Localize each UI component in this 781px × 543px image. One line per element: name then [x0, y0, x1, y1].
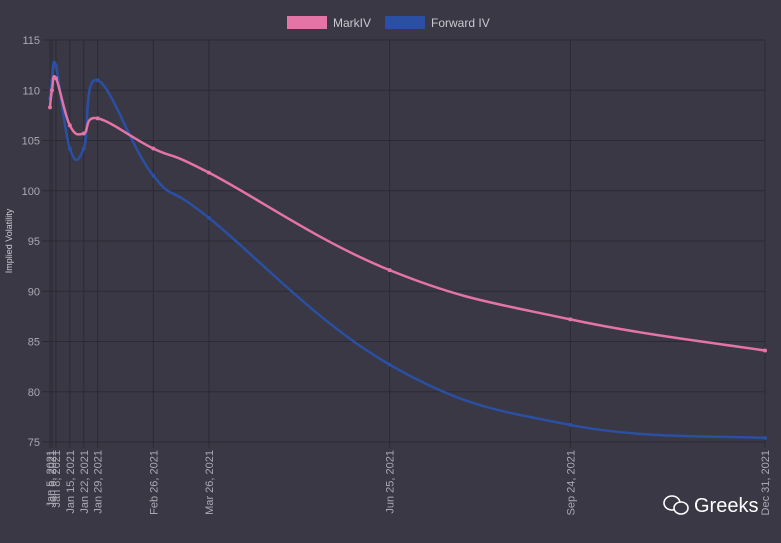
- x-tick-label: Dec 31, 2021: [760, 450, 772, 515]
- x-tick-label: Jan 22, 2021: [79, 450, 91, 514]
- y-tick-label: 85: [28, 337, 40, 349]
- data-point: [53, 64, 58, 69]
- y-tick-label: 115: [22, 35, 40, 47]
- data-point: [763, 435, 767, 440]
- data-point: [95, 78, 100, 83]
- y-tick-label: 105: [22, 136, 40, 148]
- y-tick-label: 95: [28, 236, 40, 248]
- data-point: [53, 76, 58, 81]
- y-tick-label: 75: [28, 437, 40, 449]
- data-point: [151, 173, 156, 178]
- x-tick-label: Jan 29, 2021: [93, 450, 105, 514]
- data-point: [67, 146, 72, 151]
- x-tick-label: Sep 24, 2021: [565, 450, 577, 515]
- watermark-text: Greeks: [694, 495, 758, 517]
- data-point: [67, 123, 72, 128]
- data-point: [763, 348, 767, 353]
- x-tick-label: Jan 8, 2021: [51, 450, 63, 508]
- data-point: [48, 105, 52, 110]
- x-tick-label: Jan 6, 2021: [47, 450, 59, 508]
- x-tick-label: Jan 15, 2021: [65, 450, 77, 514]
- y-tick-label: 80: [28, 387, 40, 399]
- data-point: [387, 362, 392, 367]
- legend-label: Forward IV: [431, 16, 490, 30]
- data-point: [49, 88, 54, 93]
- data-point: [151, 146, 156, 151]
- data-point: [568, 422, 573, 427]
- x-tick-label: Feb 26, 2021: [148, 450, 160, 515]
- legend-swatch: [287, 16, 327, 29]
- legend-swatch: [385, 16, 426, 29]
- x-tick-label: Jan 5, 2021: [45, 450, 57, 508]
- y-axis-title: Implied Volatility: [4, 208, 14, 273]
- data-point: [81, 146, 86, 151]
- y-tick-label: 110: [22, 85, 40, 97]
- series-line: [48, 75, 766, 352]
- y-tick-label: 90: [28, 286, 40, 298]
- data-point: [81, 131, 86, 136]
- data-point: [387, 268, 392, 273]
- legend-label: MarkIV: [333, 16, 371, 30]
- data-point: [95, 116, 100, 121]
- y-tick-label: 100: [22, 186, 40, 198]
- data-point: [206, 215, 211, 220]
- data-point: [568, 317, 573, 322]
- x-tick-label: Mar 26, 2021: [204, 450, 216, 515]
- watermark: Greeks: [663, 495, 758, 517]
- legend: MarkIV Forward IV: [287, 16, 490, 30]
- x-tick-label: Jun 25, 2021: [385, 450, 397, 514]
- data-point: [206, 170, 211, 175]
- series-line: [48, 60, 766, 440]
